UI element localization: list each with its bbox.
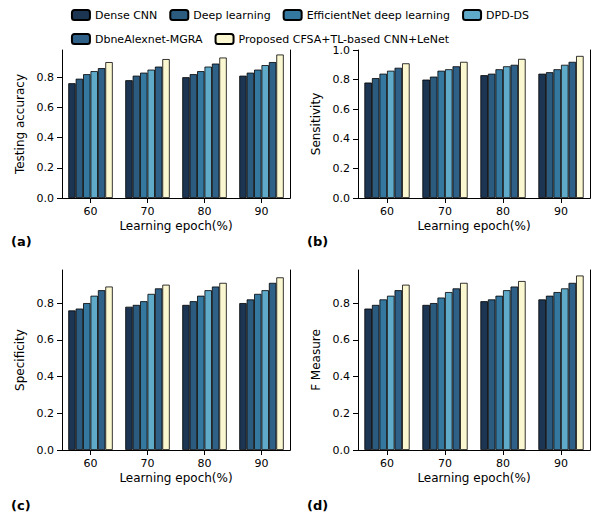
svg-text:70: 70 xyxy=(141,457,155,470)
svg-text:1.0: 1.0 xyxy=(332,43,350,57)
svg-text:(c): (c) xyxy=(11,498,31,513)
svg-text:60: 60 xyxy=(380,457,394,470)
svg-text:Dense CNN: Dense CNN xyxy=(95,9,157,22)
svg-text:90: 90 xyxy=(554,457,568,470)
svg-text:0.4: 0.4 xyxy=(333,132,351,145)
svg-text:Testing accuracy: Testing accuracy xyxy=(13,74,27,175)
svg-text:0.8: 0.8 xyxy=(333,297,351,310)
svg-text:Proposed CFSA+TL-based CNN+LeN: Proposed CFSA+TL-based CNN+LeNet xyxy=(239,33,450,46)
svg-text:(a): (a) xyxy=(11,234,32,249)
svg-text:0.0: 0.0 xyxy=(37,444,55,457)
svg-text:80: 80 xyxy=(198,457,212,470)
svg-text:0.2: 0.2 xyxy=(37,161,55,174)
svg-text:0.4: 0.4 xyxy=(37,131,55,144)
svg-text:0.0: 0.0 xyxy=(333,444,351,457)
svg-text:Learning epoch(%): Learning epoch(%) xyxy=(417,471,530,485)
svg-text:0.8: 0.8 xyxy=(37,71,55,84)
svg-text:0.0: 0.0 xyxy=(333,192,351,205)
svg-text:80: 80 xyxy=(198,205,212,218)
svg-text:0.2: 0.2 xyxy=(333,407,351,420)
svg-text:F Measure: F Measure xyxy=(309,329,323,391)
svg-text:Learning epoch(%): Learning epoch(%) xyxy=(119,219,232,233)
svg-text:Sensitivity: Sensitivity xyxy=(309,93,323,155)
svg-text:80: 80 xyxy=(496,205,510,218)
svg-text:DPD-DS: DPD-DS xyxy=(486,9,529,22)
svg-text:70: 70 xyxy=(438,205,452,218)
svg-text:90: 90 xyxy=(554,205,568,218)
svg-text:DbneAlexnet-MGRA: DbneAlexnet-MGRA xyxy=(95,33,203,46)
svg-text:0.2: 0.2 xyxy=(333,162,351,175)
svg-text:0.6: 0.6 xyxy=(333,333,351,346)
svg-text:80: 80 xyxy=(496,457,510,470)
svg-text:0.4: 0.4 xyxy=(333,370,351,383)
svg-text:0.8: 0.8 xyxy=(333,73,351,86)
svg-text:Deep learning: Deep learning xyxy=(193,9,270,22)
svg-text:0.8: 0.8 xyxy=(37,297,55,310)
svg-text:0.0: 0.0 xyxy=(37,192,55,205)
svg-text:70: 70 xyxy=(438,457,452,470)
svg-text:60: 60 xyxy=(84,457,98,470)
svg-text:Learning epoch(%): Learning epoch(%) xyxy=(119,471,232,485)
svg-text:(b): (b) xyxy=(307,234,328,249)
svg-text:EfficientNet deep learning: EfficientNet deep learning xyxy=(307,9,450,22)
svg-text:70: 70 xyxy=(141,205,155,218)
svg-text:Specificity: Specificity xyxy=(13,329,27,391)
svg-text:90: 90 xyxy=(255,205,269,218)
svg-text:(d): (d) xyxy=(307,498,328,513)
svg-text:0.4: 0.4 xyxy=(37,370,55,383)
svg-text:0.2: 0.2 xyxy=(37,407,55,420)
svg-text:0.6: 0.6 xyxy=(333,103,351,116)
svg-text:0.6: 0.6 xyxy=(37,101,55,114)
svg-text:60: 60 xyxy=(380,205,394,218)
svg-text:0.6: 0.6 xyxy=(37,333,55,346)
svg-text:60: 60 xyxy=(84,205,98,218)
svg-text:90: 90 xyxy=(255,457,269,470)
svg-text:Learning epoch(%): Learning epoch(%) xyxy=(417,219,530,233)
